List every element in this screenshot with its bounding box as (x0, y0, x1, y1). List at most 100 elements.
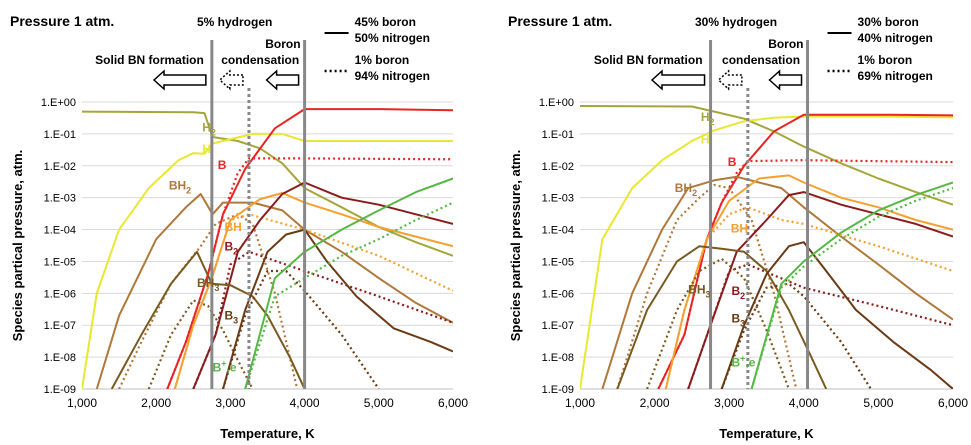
series-line-bh3-dotted (147, 299, 254, 389)
y-tick-label: 1.E-06 (542, 288, 574, 300)
y-tick-label: 1.E-04 (542, 225, 574, 237)
x-tick-label: 5,000 (863, 396, 893, 410)
series-line-bh3-solid (616, 245, 828, 389)
series-line-b-dotted (657, 159, 953, 389)
series-line-h-solid (580, 115, 953, 389)
series-line-bh2-dotted (118, 213, 299, 389)
y-tick-label: 1.E-01 (542, 129, 574, 141)
legend-solid-line1: 45% boron (355, 15, 416, 29)
series-line-b-dotted (166, 157, 453, 389)
species-label-h2: H2 (202, 120, 216, 137)
y-tick-label: 1.E-07 (542, 320, 574, 332)
species-label-b2: B2 (224, 240, 238, 257)
legend-dotted-line1: 1% boron (858, 53, 913, 67)
legend-dotted-line2: 69% nitrogen (858, 69, 933, 83)
series-line-b3-dotted (221, 269, 380, 389)
title-pressure: Pressure 1 atm. (508, 13, 612, 29)
species-label-b2: B2 (731, 284, 745, 301)
x-axis-title: Temperature, K (719, 426, 814, 441)
species-label-h: H (701, 132, 710, 146)
y-tick-label: 1.E+00 (41, 97, 76, 109)
x-tick-label: 1,000 (67, 396, 97, 410)
species-label-b: B (728, 155, 737, 169)
arrow-solid-bn (152, 69, 207, 91)
x-tick-label: 1,000 (565, 396, 595, 410)
title-pressure: Pressure 1 atm. (10, 13, 114, 29)
series-line-bplus-solid (750, 181, 953, 389)
series-line-bh-dotted (664, 206, 953, 389)
x-tick-label: 6,000 (938, 396, 968, 410)
species-label-bh: BH (731, 222, 748, 236)
annotation-condensation: condensation (722, 53, 800, 67)
annotation-condensation: condensation (221, 53, 299, 67)
y-tick-label: 1.E+00 (539, 97, 574, 109)
title-hydrogen: 30% hydrogen (695, 15, 777, 29)
y-axis-title: Species partical pressure, atm. (508, 150, 523, 341)
arrow-boron-condensation (768, 69, 803, 91)
species-label-bh3: BH3 (688, 282, 710, 299)
series-group (82, 108, 453, 389)
legend-dotted-line1: 1% boron (355, 53, 410, 67)
series-line-bh-dotted (173, 213, 453, 389)
species-label-b3: B3 (731, 312, 745, 329)
y-tick-label: 1.E-09 (542, 384, 574, 396)
arrow-solid-bn (650, 69, 706, 91)
legend-solid-line1: 30% boron (858, 15, 919, 29)
y-tick-label: 1.E-03 (542, 193, 574, 205)
species-label-bh: BH (224, 220, 241, 234)
series-line-b-solid (166, 108, 453, 389)
y-tick-label: 1.E-02 (542, 161, 574, 173)
title-hydrogen: 5% hydrogen (197, 15, 272, 29)
series-line-b2-solid (192, 181, 453, 389)
species-label-bh2: BH2 (169, 179, 191, 196)
arrow-boron-condensation (265, 69, 300, 91)
species-label-bh3: BH3 (197, 276, 219, 293)
x-tick-label: 2,000 (141, 396, 171, 410)
annotation-solid-bn: Solid BN formation (594, 53, 703, 67)
chart-panel-left: 1.E-09 1.E-08 1.E-07 1.E-06 1.E-05 1.E-04 1.E-… (10, 13, 468, 441)
series-line-bplus-dotted (750, 187, 953, 389)
annotation-boron: Boron (265, 37, 300, 51)
y-tick-label: 1.E-06 (44, 288, 76, 300)
series-line-bh2-dotted (616, 183, 798, 389)
series-line-bh2-solid (601, 175, 953, 389)
annotation-solid-bn: Solid BN formation (95, 53, 204, 67)
y-tick-label: 1.E-05 (44, 256, 76, 268)
x-tick-label: 2,000 (640, 396, 670, 410)
species-label-b: B (218, 158, 227, 172)
y-tick-label: 1.E-03 (44, 193, 76, 205)
series-group (580, 105, 953, 389)
series-line-b2-dotted (192, 250, 453, 389)
species-label-h2: H2 (701, 110, 715, 127)
series-line-bplus-dotted (244, 201, 453, 389)
x-tick-label: 3,000 (714, 396, 744, 410)
arrow-condensation-dotted (717, 69, 743, 91)
x-tick-label: 3,000 (215, 396, 245, 410)
species-label-bh2: BH2 (675, 181, 697, 198)
x-axis-title: Temperature, K (220, 426, 315, 441)
series-line-h-solid (82, 132, 453, 389)
series-line-bh3-solid (110, 250, 306, 389)
y-tick-label: 1.E-07 (44, 320, 76, 332)
y-tick-label: 1.E-01 (44, 129, 76, 141)
species-label-bplus: B+,e (731, 354, 755, 370)
legend-solid-line2: 50% nitrogen (355, 31, 430, 45)
species-label-bplus: B+,e (213, 359, 237, 375)
series-line-bh2-solid (95, 193, 453, 389)
legend-solid-line2: 40% nitrogen (858, 31, 933, 45)
annotation-boron: Boron (768, 37, 803, 51)
x-tick-label: 5,000 (364, 396, 394, 410)
y-tick-label: 1.E-08 (44, 352, 76, 364)
y-tick-label: 1.E-04 (44, 225, 76, 237)
species-label-h: H (202, 142, 211, 156)
y-tick-label: 1.E-05 (542, 256, 574, 268)
y-tick-label: 1.E-09 (44, 384, 76, 396)
chart-panel-right: 1.E-09 1.E-08 1.E-07 1.E-06 1.E-05 1.E-04 1.E-… (508, 13, 968, 441)
series-line-b3-solid (222, 228, 453, 389)
y-tick-label: 1.E-08 (542, 352, 574, 364)
series-line-b3-solid (720, 241, 953, 389)
species-label-b3: B3 (224, 309, 238, 326)
y-tick-label: 1.E-02 (44, 161, 76, 173)
series-line-bh3-dotted (646, 257, 790, 389)
